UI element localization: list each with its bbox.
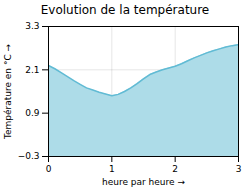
svg-text:2.1: 2.1 xyxy=(25,65,39,75)
svg-text:3.3: 3.3 xyxy=(25,21,39,31)
svg-text:0.9: 0.9 xyxy=(25,108,40,118)
html-text:Evolution de la température: Evolution de la température xyxy=(40,3,210,17)
svg-text:3: 3 xyxy=(236,164,242,174)
svg-text:Température en °C →: Température en °C → xyxy=(3,43,13,140)
svg-text:1: 1 xyxy=(109,164,115,174)
svg-text:0: 0 xyxy=(46,164,52,174)
svg-text:heure par heure →: heure par heure → xyxy=(102,177,185,187)
svg-text:2: 2 xyxy=(172,164,178,174)
svg-text:−0.3: −0.3 xyxy=(18,151,40,161)
